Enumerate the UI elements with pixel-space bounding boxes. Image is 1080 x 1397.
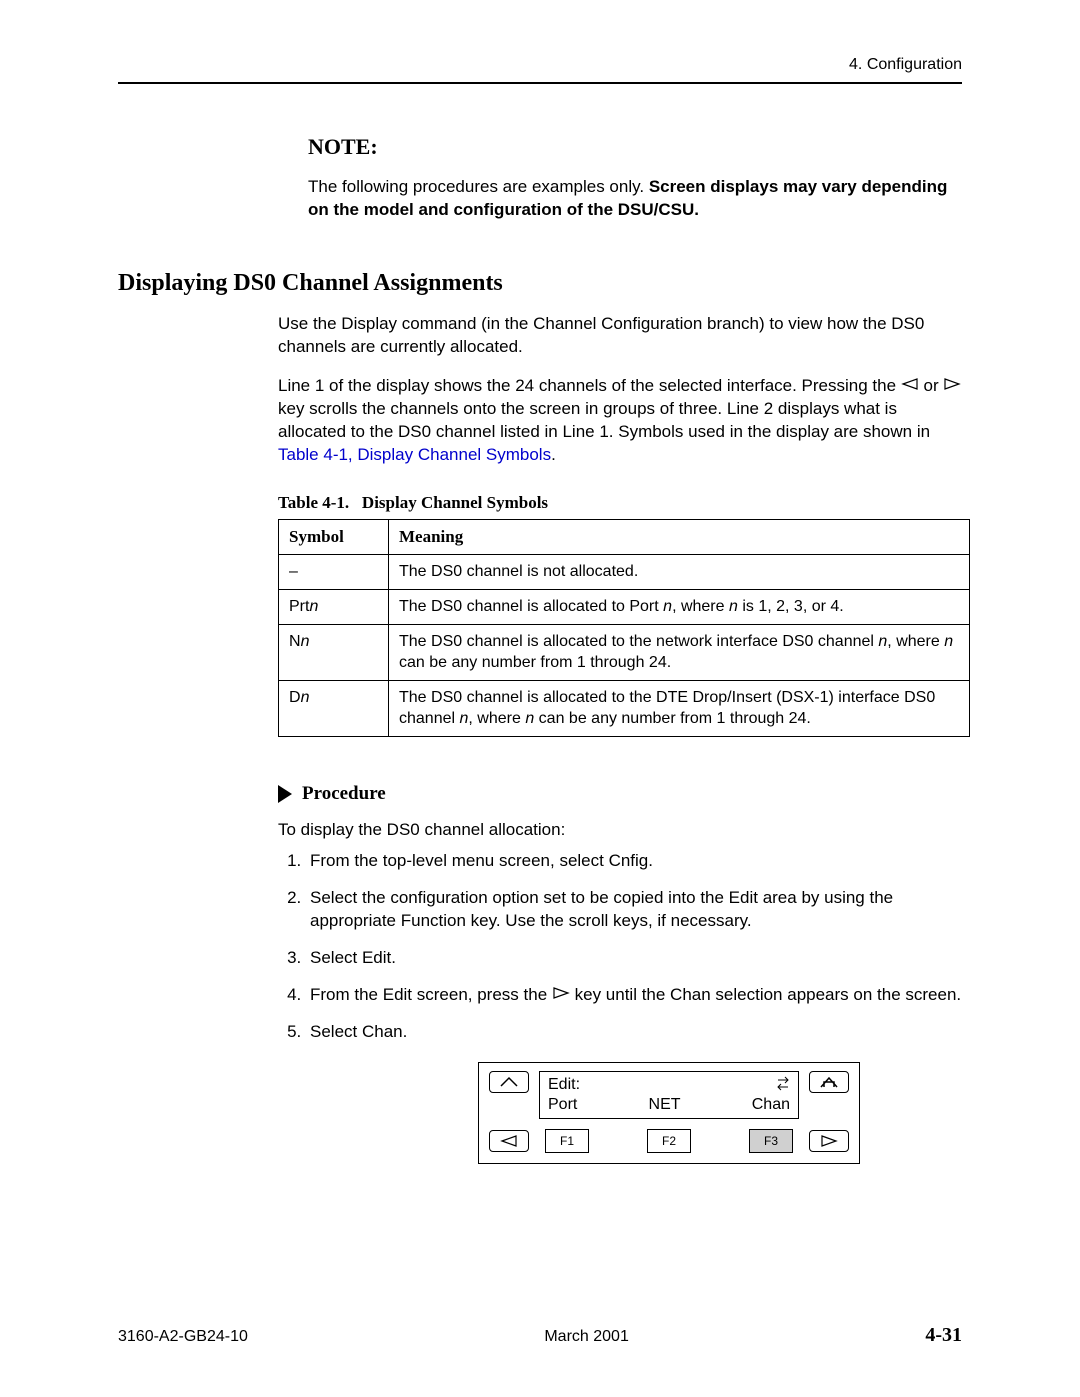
table-caption-a: Table 4-1. xyxy=(278,493,349,512)
lcd-right-button[interactable] xyxy=(809,1130,849,1152)
scroll-left-icon xyxy=(901,375,919,398)
procedure-steps: From the top-level menu screen, select C… xyxy=(278,850,962,1044)
section-title: Displaying DS0 Channel Assignments xyxy=(118,270,962,297)
footer-doc: 3160-A2-GB24-10 xyxy=(118,1328,248,1346)
table-link[interactable]: Table 4-1, Display Channel Symbols xyxy=(278,445,551,464)
home-icon xyxy=(818,1074,840,1090)
symbol-cell: Prtn xyxy=(279,590,389,625)
page-footer: 3160-A2-GB24-10 March 2001 4-31 xyxy=(118,1324,962,1347)
step-item: From the top-level menu screen, select C… xyxy=(306,850,962,873)
scroll-right-icon xyxy=(943,375,961,398)
meaning-cell: The DS0 channel is allocated to the netw… xyxy=(389,624,970,680)
lcd-line1: Edit: xyxy=(548,1074,580,1096)
fkey-f2[interactable]: F2 xyxy=(647,1129,691,1153)
fkey-f3[interactable]: F3 xyxy=(749,1129,793,1153)
step-item: Select the configuration option set to b… xyxy=(306,887,962,933)
scroll-right-icon xyxy=(820,1134,838,1148)
procedure-intro: To display the DS0 channel allocation: xyxy=(278,819,962,842)
header-rule xyxy=(118,82,962,84)
symbol-cell: Nn xyxy=(279,624,389,680)
table-caption: Table 4-1. Display Channel Symbols xyxy=(278,493,962,513)
step-item: Select Chan. xyxy=(306,1021,962,1044)
step-item: From the Edit screen, press the key unti… xyxy=(306,984,962,1007)
th-meaning: Meaning xyxy=(389,519,970,555)
note-body: The following procedures are examples on… xyxy=(308,176,962,222)
note-block: NOTE: The following procedures are examp… xyxy=(308,134,962,222)
th-symbol: Symbol xyxy=(279,519,389,555)
meaning-cell: The DS0 channel is allocated to Port n, … xyxy=(389,590,970,625)
lcd-panel: Edit: Port NET Chan F1 F2 F3 xyxy=(478,1062,860,1164)
lcd-option: NET xyxy=(649,1094,681,1116)
procedure-heading: Procedure xyxy=(278,783,962,805)
lcd-option: Chan xyxy=(752,1094,790,1116)
scroll-left-icon xyxy=(500,1134,518,1148)
table-row: PrtnThe DS0 channel is allocated to Port… xyxy=(279,590,970,625)
chapter-label: 4. Configuration xyxy=(118,56,962,74)
lcd-option: Port xyxy=(548,1094,577,1116)
symbol-cell: – xyxy=(279,555,389,590)
para2-b: or xyxy=(924,376,944,395)
para-1: Use the Display command (in the Channel … xyxy=(278,313,962,359)
fkey-f1[interactable]: F1 xyxy=(545,1129,589,1153)
procedure-triangle-icon xyxy=(278,785,294,803)
table-row: DnThe DS0 channel is allocated to the DT… xyxy=(279,680,970,736)
para2-d: . xyxy=(551,445,556,464)
meaning-cell: The DS0 channel is not allocated. xyxy=(389,555,970,590)
note-title: NOTE: xyxy=(308,134,962,160)
para2-a: Line 1 of the display shows the 24 chann… xyxy=(278,376,901,395)
lcd-home-button[interactable] xyxy=(809,1071,849,1093)
lcd-up-button[interactable] xyxy=(489,1071,529,1093)
symbols-table: Symbol Meaning –The DS0 channel is not a… xyxy=(278,519,970,738)
meaning-cell: The DS0 channel is allocated to the DTE … xyxy=(389,680,970,736)
table-row: –The DS0 channel is not allocated. xyxy=(279,555,970,590)
lcd-screen: Edit: Port NET Chan xyxy=(539,1071,799,1119)
footer-page: 4-31 xyxy=(925,1324,962,1347)
up-icon xyxy=(498,1075,520,1089)
para2-c: key scrolls the channels onto the screen… xyxy=(278,399,930,441)
para-2: Line 1 of the display shows the 24 chann… xyxy=(278,375,962,467)
footer-date: March 2001 xyxy=(544,1328,629,1346)
table-caption-b: Display Channel Symbols xyxy=(362,493,548,512)
step-item: Select Edit. xyxy=(306,947,962,970)
table-row: NnThe DS0 channel is allocated to the ne… xyxy=(279,624,970,680)
procedure-body: To display the DS0 channel allocation: F… xyxy=(278,819,962,1164)
note-body-plain: The following procedures are examples on… xyxy=(308,177,649,196)
procedure-label: Procedure xyxy=(302,783,386,805)
lcd-left-button[interactable] xyxy=(489,1130,529,1152)
symbol-cell: Dn xyxy=(279,680,389,736)
